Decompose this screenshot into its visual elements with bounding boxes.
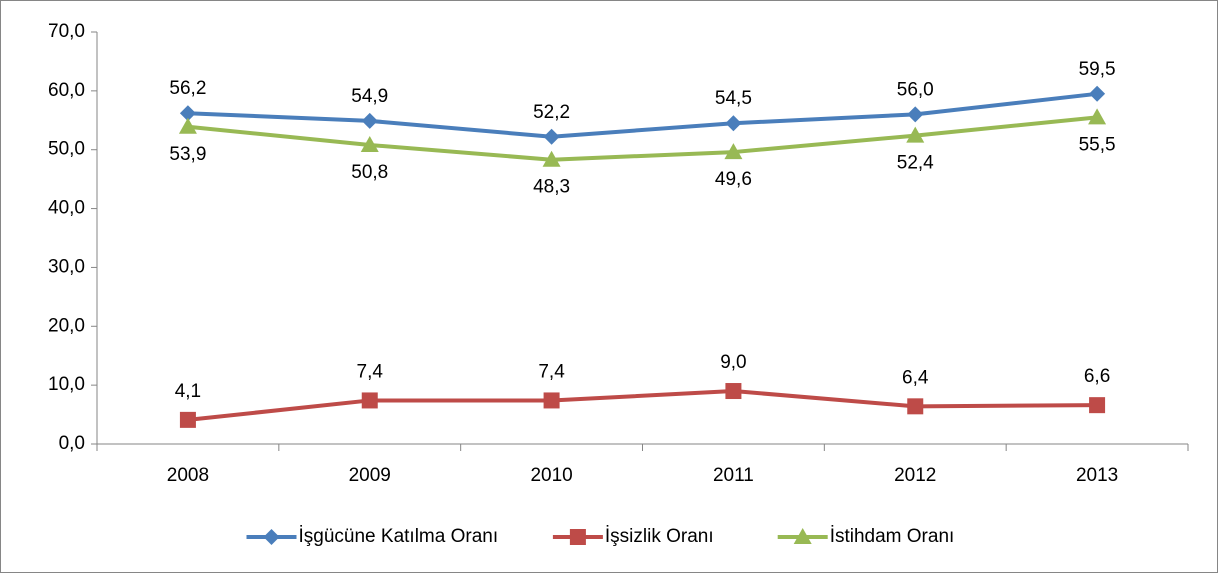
data-label: 56,2 xyxy=(169,78,206,99)
data-label: 4,1 xyxy=(175,381,201,402)
line xyxy=(187,389,1098,422)
data-label: 52,2 xyxy=(533,102,570,123)
marker xyxy=(907,398,924,415)
data-label: 54,9 xyxy=(351,86,388,107)
x-tick-label: 2010 xyxy=(530,465,572,486)
data-label: 52,4 xyxy=(897,153,934,174)
marker xyxy=(724,143,743,160)
data-label: 59,5 xyxy=(1079,59,1116,80)
data-label: 49,6 xyxy=(715,169,752,190)
marker xyxy=(179,105,196,122)
marker xyxy=(725,383,742,400)
x-tick-label: 2009 xyxy=(349,465,391,486)
legend-item: İstihdam Oranı xyxy=(777,526,955,547)
data-label: 55,5 xyxy=(1079,134,1116,155)
line xyxy=(187,115,1098,162)
y-tick-label: 20,0 xyxy=(48,315,85,336)
y-tick-label: 10,0 xyxy=(48,374,85,395)
legend-label: İşsizlik Oranı xyxy=(605,526,714,547)
marker xyxy=(178,117,197,134)
x-tick-label: 2011 xyxy=(713,465,754,486)
data-label: 54,5 xyxy=(715,88,752,109)
series: 53,9 50,8 48,3 49,6 52,4 55,5 xyxy=(169,108,1116,198)
data-label: 6,4 xyxy=(902,367,929,388)
y-tick-label: 60,0 xyxy=(48,80,85,101)
marker xyxy=(1088,108,1107,125)
marker xyxy=(793,528,812,544)
marker xyxy=(569,529,586,545)
data-label: 9,0 xyxy=(720,352,746,373)
data-label: 50,8 xyxy=(351,162,388,183)
y-tick-label: 50,0 xyxy=(48,139,85,160)
marker xyxy=(263,529,280,545)
marker xyxy=(907,106,924,123)
marker xyxy=(906,126,925,143)
legend-item: İşgücüne Katılma Oranı xyxy=(246,526,499,547)
marker xyxy=(179,411,196,428)
legend-item: İşsizlik Oranı xyxy=(552,526,714,547)
data-label: 48,3 xyxy=(533,177,570,198)
x-tick-label: 2012 xyxy=(894,465,936,486)
data-label: 7,4 xyxy=(357,361,384,382)
marker xyxy=(1089,397,1106,414)
marker xyxy=(543,128,560,145)
y-tick-label: 0,0 xyxy=(59,433,85,454)
data-label: 7,4 xyxy=(538,361,565,382)
marker xyxy=(1089,85,1106,102)
y-tick-label: 30,0 xyxy=(48,256,85,277)
marker xyxy=(361,392,378,409)
marker xyxy=(360,136,379,153)
x-tick-label: 2013 xyxy=(1076,465,1118,486)
marker xyxy=(543,392,560,409)
marker xyxy=(361,112,378,129)
data-label: 53,9 xyxy=(169,144,206,165)
data-label: 56,0 xyxy=(897,79,934,100)
legend-label: İstihdam Oranı xyxy=(830,526,955,547)
marker xyxy=(725,115,742,132)
legend: İşgücüne Katılma Oranı İşsizlik Oranı İsti… xyxy=(246,526,955,547)
series: 4,1 7,4 7,4 9,0 6,4 6,6 xyxy=(175,352,1110,428)
data-label: 6,6 xyxy=(1084,366,1110,387)
marker xyxy=(542,150,561,167)
line xyxy=(187,91,1098,139)
series: 56,2 54,9 52,2 54,5 56,0 59,5 xyxy=(169,59,1116,145)
y-tick-label: 40,0 xyxy=(48,198,85,219)
legend-label: İşgücüne Katılma Oranı xyxy=(299,526,499,547)
y-tick-label: 70,0 xyxy=(48,21,85,42)
x-tick-label: 2008 xyxy=(167,465,209,486)
